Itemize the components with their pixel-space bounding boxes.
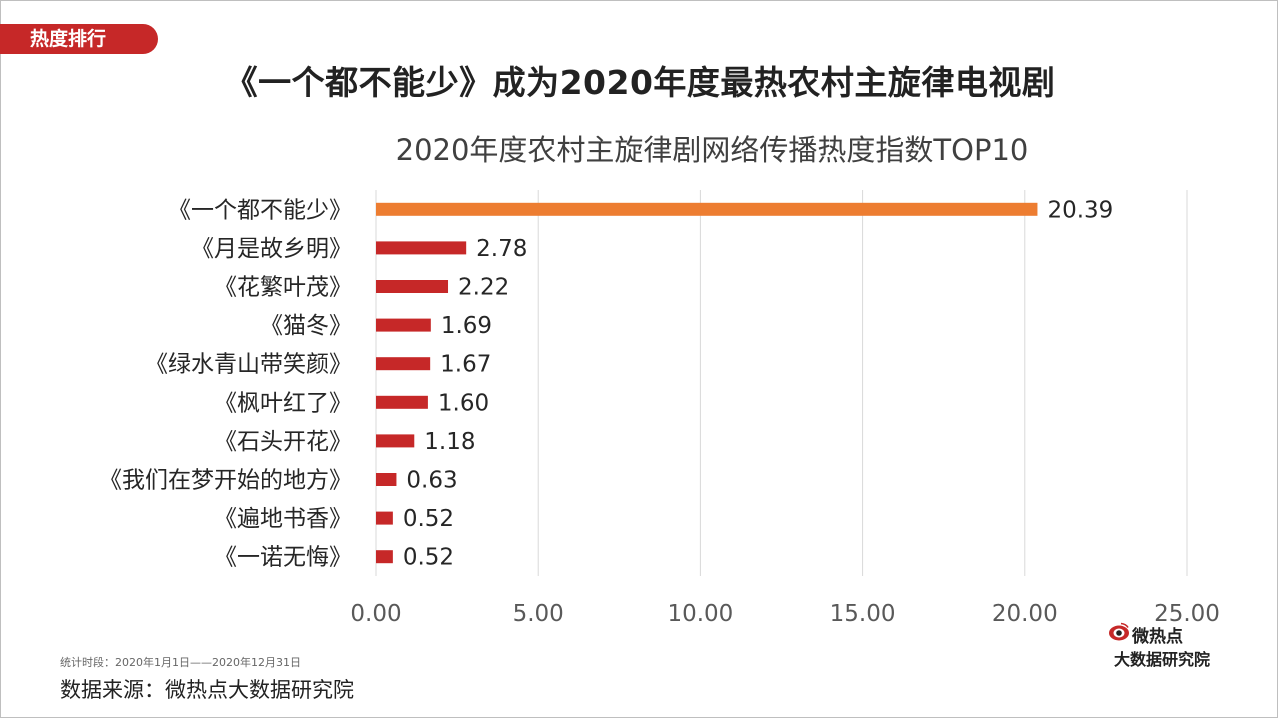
brand-logo: 微热点 大数据研究院 (1108, 620, 1238, 670)
category-label: 《遍地书香》 (214, 506, 352, 532)
bar (376, 241, 467, 255)
x-tick-label: 0.00 (350, 601, 401, 627)
category-label: 《一诺无悔》 (214, 545, 352, 571)
data-label: 2.78 (476, 236, 527, 262)
category-label: 《月是故乡明》 (191, 236, 352, 262)
category-label: 《花繁叶茂》 (214, 275, 352, 301)
x-tick-label: 15.00 (830, 601, 896, 627)
bar (376, 357, 431, 371)
data-label: 1.69 (441, 313, 492, 339)
data-label: 1.67 (440, 352, 491, 378)
period-note: 统计时段：2020年1月1日——2020年12月31日 (60, 656, 301, 669)
x-tick-label: 20.00 (992, 601, 1058, 627)
ranking-tag: 热度排行 (0, 24, 158, 54)
data-source: 数据来源：微热点大数据研究院 (60, 678, 354, 702)
bar (376, 318, 431, 332)
bar (376, 511, 393, 525)
bar (376, 434, 415, 448)
x-tick-label: 10.00 (667, 601, 733, 627)
data-label: 1.18 (424, 429, 475, 455)
x-tick-label: 5.00 (513, 601, 564, 627)
data-label: 0.52 (403, 506, 454, 532)
category-label: 《石头开花》 (214, 429, 352, 455)
x-tick-label: 25.00 (1154, 601, 1220, 627)
bar (376, 280, 449, 293)
bar (376, 550, 393, 564)
logo-text-bottom: 大数据研究院 (1114, 650, 1211, 669)
category-label: 《一个都不能少》 (168, 197, 352, 223)
category-label: 《猫冬》 (260, 313, 352, 339)
bar (376, 202, 1038, 216)
data-label: 1.60 (438, 390, 489, 416)
category-label: 《我们在梦开始的地方》 (99, 468, 352, 494)
data-label: 0.63 (406, 468, 457, 494)
page-headline: 《一个都不能少》成为2020年度最热农村主旋律电视剧 (224, 63, 1056, 102)
chart-title: 2020年度农村主旋律剧网络传播热度指数TOP10 (396, 133, 1029, 167)
category-label: 《枫叶红了》 (214, 390, 352, 416)
data-label: 20.39 (1047, 197, 1113, 223)
bar (376, 395, 428, 409)
data-label: 0.52 (403, 545, 454, 571)
data-label: 2.22 (458, 275, 509, 301)
logo-text-top: 微热点 (1132, 627, 1183, 647)
eye-icon (1109, 622, 1129, 641)
bar (376, 473, 397, 486)
category-label: 《绿水青山带笑颜》 (145, 352, 352, 378)
